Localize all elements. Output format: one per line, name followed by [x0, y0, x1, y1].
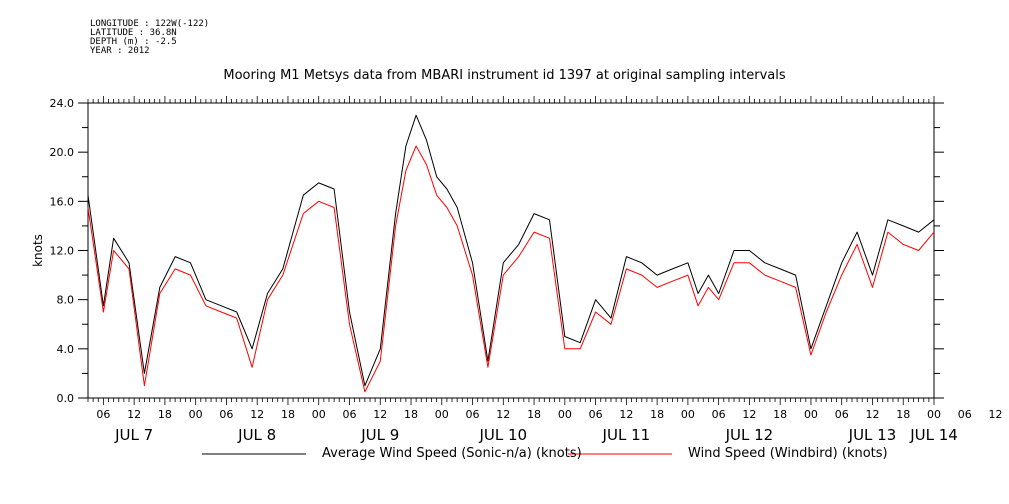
x-day-label: JUL 7: [114, 426, 153, 444]
x-day-label: JUL 10: [478, 426, 527, 444]
x-hour-label: 18: [281, 408, 295, 421]
y-tick-label: 8.0: [57, 294, 75, 307]
x-hour-label: 06: [589, 408, 603, 421]
x-hour-label: 12: [619, 408, 633, 421]
legend-label-average: Average Wind Speed (Sonic-n/a) (knots): [322, 446, 582, 461]
metadata-block: LONGITUDE : 122W(-122) LATITUDE : 36.8N …: [90, 20, 209, 56]
x-hour-label: 12: [127, 408, 141, 421]
longitude-text: LONGITUDE : 122W(-122): [90, 19, 210, 29]
x-hour-label: 12: [742, 408, 756, 421]
x-hour-label: 18: [896, 408, 910, 421]
legend-label-windbird: Wind Speed (Windbird) (knots): [688, 446, 888, 461]
x-hour-label: 06: [219, 408, 233, 421]
x-hour-label: 00: [312, 408, 326, 421]
x-hour-label: 00: [189, 408, 203, 421]
x-hour-label: 06: [835, 408, 849, 421]
x-hour-label: 06: [342, 408, 356, 421]
x-hour-label: 12: [373, 408, 387, 421]
latitude-text: LATITUDE : 36.8N: [90, 28, 177, 38]
x-day-label: JUL 14: [909, 426, 958, 444]
x-hour-label: 18: [404, 408, 418, 421]
y-tick-label: 24.0: [50, 97, 75, 110]
x-day-label: JUL 11: [602, 426, 651, 444]
x-hour-label: 00: [681, 408, 695, 421]
x-hour-label: 00: [435, 408, 449, 421]
series-line-average-wind: [87, 114, 935, 387]
y-tick-label: 16.0: [50, 195, 75, 208]
x-hour-label: 12: [865, 408, 879, 421]
x-hour-label: 00: [804, 408, 818, 421]
x-hour-label: 18: [527, 408, 541, 421]
x-hour-label: 18: [773, 408, 787, 421]
y-tick-label: 12.0: [50, 245, 75, 258]
x-hour-label: 18: [158, 408, 172, 421]
y-axis-label: knots: [31, 234, 45, 267]
x-hour-label: 18: [650, 408, 664, 421]
x-hour-label: 12: [989, 408, 1003, 421]
x-day-label: JUL 13: [848, 426, 897, 444]
x-day-label: JUL 8: [237, 426, 276, 444]
depth-text: DEPTH (m) : -2.5: [90, 37, 177, 47]
x-hour-label: 06: [96, 408, 110, 421]
year-text: YEAR : 2012: [90, 46, 150, 56]
y-tick-label: 20.0: [50, 146, 75, 159]
x-hour-label: 12: [250, 408, 264, 421]
x-hour-label: 00: [927, 408, 941, 421]
x-hour-label: 00: [558, 408, 572, 421]
x-day-label: JUL 12: [725, 426, 774, 444]
chart-title: Mooring M1 Metsys data from MBARI instru…: [223, 68, 786, 83]
x-hour-label: 06: [466, 408, 480, 421]
x-hour-label: 06: [712, 408, 726, 421]
series-line-windbird: [87, 145, 935, 393]
x-hour-label: 06: [958, 408, 972, 421]
y-tick-label: 4.0: [57, 343, 75, 356]
plot-frame: [87, 102, 935, 399]
x-hour-label: 12: [496, 408, 510, 421]
y-tick-label: 0.0: [57, 392, 75, 405]
x-day-label: JUL 9: [360, 426, 399, 444]
